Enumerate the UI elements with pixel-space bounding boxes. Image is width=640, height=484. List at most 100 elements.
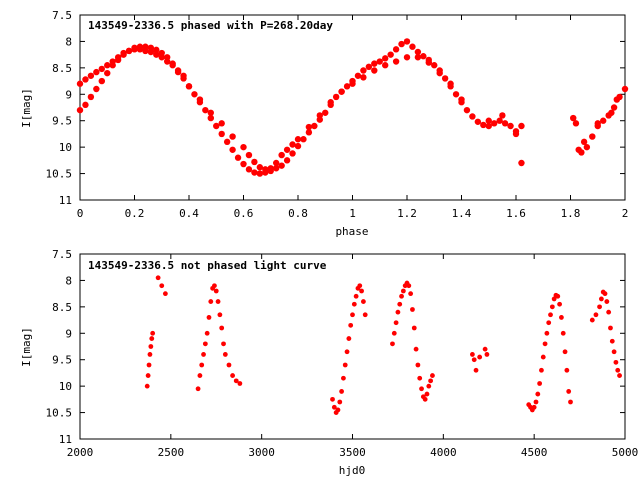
phased-data-point	[496, 117, 503, 124]
unphased-data-point	[337, 399, 343, 405]
phased-data-point	[332, 93, 340, 101]
unphased-data-point	[568, 399, 573, 405]
phased-data-point	[218, 120, 225, 127]
phased-data-point	[570, 114, 577, 122]
unphased-chart-title: 143549-2336.5 not phased light curve	[88, 259, 327, 272]
phased-data-point	[207, 109, 214, 116]
unphased-x-tick-label: 2000	[67, 446, 94, 459]
phased-data-point	[392, 46, 400, 53]
phased-data-point	[153, 51, 160, 58]
unphased-data-point	[341, 375, 346, 381]
unphased-data-point	[150, 330, 156, 336]
unphased-data-point	[422, 396, 428, 402]
phased-data-point	[245, 166, 253, 173]
phased-data-point	[202, 106, 209, 114]
phased-y-tick-label: 7.5	[52, 9, 72, 22]
phased-data-point	[485, 117, 492, 124]
phased-data-point	[589, 133, 596, 140]
phased-data-point	[431, 62, 438, 69]
phased-data-points	[76, 38, 629, 177]
phased-data-point	[382, 62, 389, 69]
unphased-y-tick-label: 8	[65, 274, 72, 287]
unphased-data-point	[197, 373, 203, 378]
phased-plot-frame	[79, 14, 626, 201]
phased-data-point	[213, 122, 220, 130]
unphased-plot-frame	[79, 253, 626, 440]
phased-data-point	[414, 48, 422, 56]
phased-data-point	[131, 46, 138, 53]
unphased-data-point	[362, 312, 368, 318]
phased-data-point	[169, 62, 176, 69]
phased-data-point	[583, 143, 591, 151]
unphased-x-tick-label: 4000	[430, 446, 457, 459]
unphased-data-point	[608, 325, 613, 331]
phased-y-tick-label: 11	[59, 194, 72, 207]
unphased-y-tick-label: 7.5	[52, 248, 72, 261]
unphased-data-point	[155, 275, 161, 281]
unphased-data-point	[597, 304, 602, 310]
unphased-data-point	[199, 362, 205, 368]
unphased-data-point	[564, 367, 570, 373]
unphased-data-point	[395, 309, 401, 315]
unphased-y-ticks: 7.5 8 8.5 9 9.5 10 10.5 11	[46, 248, 625, 446]
unphased-data-point	[208, 299, 214, 304]
unphased-data-point	[233, 378, 239, 384]
unphased-data-point	[346, 336, 352, 341]
unphased-data-point	[217, 312, 223, 318]
phased-x-tick-label: 1.8	[561, 207, 581, 220]
unphased-data-point	[159, 283, 165, 289]
phased-data-point	[191, 91, 198, 98]
unphased-data-point	[359, 288, 364, 294]
unphased-data-point	[537, 381, 543, 386]
unphased-data-point	[544, 330, 550, 336]
unphased-data-point	[406, 283, 412, 289]
unphased-data-point	[566, 389, 572, 394]
phased-data-point	[245, 151, 253, 159]
unphased-data-point	[413, 346, 419, 352]
phased-data-point	[82, 101, 89, 109]
phased-data-point	[436, 69, 443, 77]
phased-data-point	[98, 65, 106, 73]
phased-data-point	[512, 128, 520, 135]
phased-data-point	[613, 96, 621, 103]
phased-data-point	[273, 159, 280, 167]
phased-data-point	[294, 136, 302, 143]
phased-data-point	[621, 85, 629, 93]
phased-data-point	[360, 74, 367, 81]
phased-data-point	[82, 76, 89, 83]
phased-data-point	[572, 120, 580, 127]
unphased-data-point	[551, 296, 557, 302]
unphased-x-tick-label: 3500	[339, 446, 366, 459]
phased-data-point	[300, 136, 307, 143]
unphased-data-point	[473, 367, 479, 373]
phased-data-point	[278, 162, 285, 169]
phased-data-point	[223, 138, 231, 146]
phased-y-tick-label: 8	[65, 35, 72, 48]
phased-chart: 0 0.2 0.4 0.6 0.8 1 1.2 1.4 1.6 1.8 2 7.5 8 8.5 9 9.5 1…	[20, 9, 628, 238]
unphased-data-point	[202, 341, 208, 347]
phased-data-point	[147, 48, 155, 56]
unphased-data-point	[470, 352, 475, 357]
phased-data-point	[327, 99, 334, 106]
unphased-data-point	[559, 315, 564, 320]
unphased-data-point	[390, 341, 395, 347]
phased-data-point	[273, 165, 280, 172]
unphased-data-point	[348, 322, 354, 328]
unphased-data-points	[144, 275, 622, 415]
phased-y-ticks: 7.5 8 8.5 9 9.5 10 10.5 11	[46, 9, 625, 207]
phased-data-point	[153, 46, 160, 54]
unphased-data-point	[589, 317, 595, 323]
unphased-data-point	[533, 399, 539, 405]
phased-data-point	[365, 63, 373, 70]
phased-data-point	[316, 112, 323, 119]
phased-data-point	[278, 151, 285, 159]
phased-data-point	[452, 91, 460, 98]
unphased-data-point	[606, 309, 612, 315]
unphased-y-tick-label: 9.5	[52, 354, 72, 367]
phased-data-point	[174, 68, 182, 76]
phased-data-point	[349, 80, 356, 87]
unphased-data-point	[201, 352, 206, 357]
phased-data-point	[229, 146, 236, 153]
phased-data-point	[256, 170, 264, 177]
